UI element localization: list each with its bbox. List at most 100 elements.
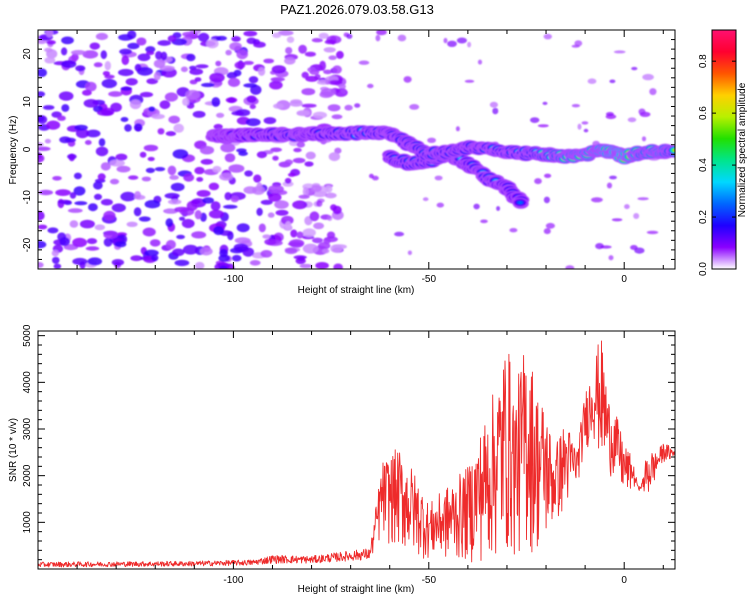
noise-blob	[196, 190, 211, 197]
noise-blob	[225, 97, 238, 103]
colorbar-tick-label: 0.0	[698, 262, 709, 276]
noise-blob	[149, 239, 161, 247]
noise-blob	[116, 165, 131, 173]
noise-blob	[298, 44, 307, 54]
noise-blob	[191, 199, 201, 204]
noise-blob	[301, 71, 309, 79]
faint-blob	[325, 192, 337, 199]
faint-blob	[638, 108, 646, 115]
noise-blob	[285, 47, 293, 55]
noise-blob	[289, 100, 303, 107]
noise-blob	[97, 173, 106, 181]
noise-blob	[174, 259, 190, 267]
noise-blob	[95, 146, 109, 157]
noise-blob	[293, 147, 302, 153]
faint-blob	[534, 178, 542, 185]
spectrogram-frame	[37, 29, 676, 270]
noise-blob	[297, 256, 305, 262]
noise-blob	[284, 221, 292, 230]
noise-blob	[44, 47, 53, 53]
noise-blob	[181, 218, 195, 229]
noise-blob	[194, 166, 205, 175]
noise-blob	[157, 128, 165, 135]
noise-blob	[172, 248, 185, 257]
noise-blob	[144, 200, 161, 209]
noise-blob	[108, 91, 123, 97]
noise-blob	[141, 176, 152, 182]
noise-blob	[326, 231, 336, 239]
colorbar-tick-label: 0.2	[698, 210, 709, 224]
noise-blob	[282, 181, 294, 187]
noise-blob	[38, 262, 44, 268]
noise-blob	[129, 99, 142, 110]
noise-blob	[269, 80, 283, 90]
faint-blob	[609, 175, 617, 180]
noise-blob	[213, 226, 224, 236]
noise-blob	[223, 204, 238, 209]
noise-blob	[172, 149, 189, 159]
faint-blob	[312, 237, 323, 244]
noise-blob	[153, 71, 161, 81]
noise-blob	[139, 151, 147, 158]
faint-blob	[649, 88, 657, 96]
faint-blob	[641, 136, 647, 142]
noise-blob	[86, 129, 101, 138]
noise-blob	[44, 57, 56, 64]
noise-blob	[133, 207, 142, 217]
noise-blob	[224, 192, 232, 201]
noise-blob	[182, 244, 199, 255]
faint-blob	[409, 104, 420, 110]
faint-blob	[455, 126, 460, 132]
faint-blob	[346, 33, 353, 39]
noise-blob	[218, 254, 231, 262]
noise-blob	[236, 223, 250, 233]
noise-blob	[94, 193, 102, 200]
faint-blob	[354, 103, 361, 108]
faint-blob	[631, 66, 638, 71]
noise-blob	[267, 212, 275, 218]
noise-blob	[287, 172, 296, 177]
noise-blob	[186, 53, 196, 62]
noise-blob	[192, 110, 206, 118]
noise-blob	[202, 197, 214, 204]
noise-blob	[84, 140, 92, 145]
noise-blob	[148, 106, 156, 112]
noise-blob	[185, 89, 200, 100]
faint-blob	[477, 59, 483, 65]
noise-blob	[298, 194, 310, 199]
noise-blob	[143, 144, 159, 152]
noise-blob	[323, 47, 336, 53]
noise-blob	[46, 120, 61, 130]
faint-blob	[577, 123, 582, 130]
faint-blob	[642, 73, 654, 81]
noise-blob	[323, 69, 333, 75]
noise-blob	[220, 143, 236, 153]
noise-blob	[208, 182, 220, 191]
noise-blob	[318, 32, 329, 39]
noise-blob	[169, 175, 179, 180]
noise-blob	[73, 172, 82, 180]
noise-blob	[228, 164, 245, 173]
faint-blob	[394, 231, 405, 237]
faint-blob	[600, 245, 612, 249]
noise-blob	[57, 199, 72, 204]
noise-blob	[236, 49, 248, 60]
colorbar-tick-label: 0.6	[698, 106, 709, 120]
noise-blob	[209, 72, 225, 83]
noise-blob	[57, 115, 66, 121]
noise-blob	[38, 115, 48, 124]
noise-blob	[119, 48, 132, 55]
noise-blob	[270, 147, 282, 153]
noise-blob	[165, 218, 174, 228]
noise-blob	[201, 82, 215, 88]
noise-blob	[263, 58, 275, 64]
faint-blob	[542, 101, 548, 105]
faint-blob	[480, 219, 488, 224]
noise-blob	[272, 155, 279, 161]
noise-blob	[68, 153, 75, 162]
noise-blob	[200, 212, 207, 222]
noise-blob	[115, 153, 128, 161]
noise-blob	[83, 99, 99, 108]
noise-blob	[104, 60, 112, 71]
noise-blob	[249, 104, 256, 110]
